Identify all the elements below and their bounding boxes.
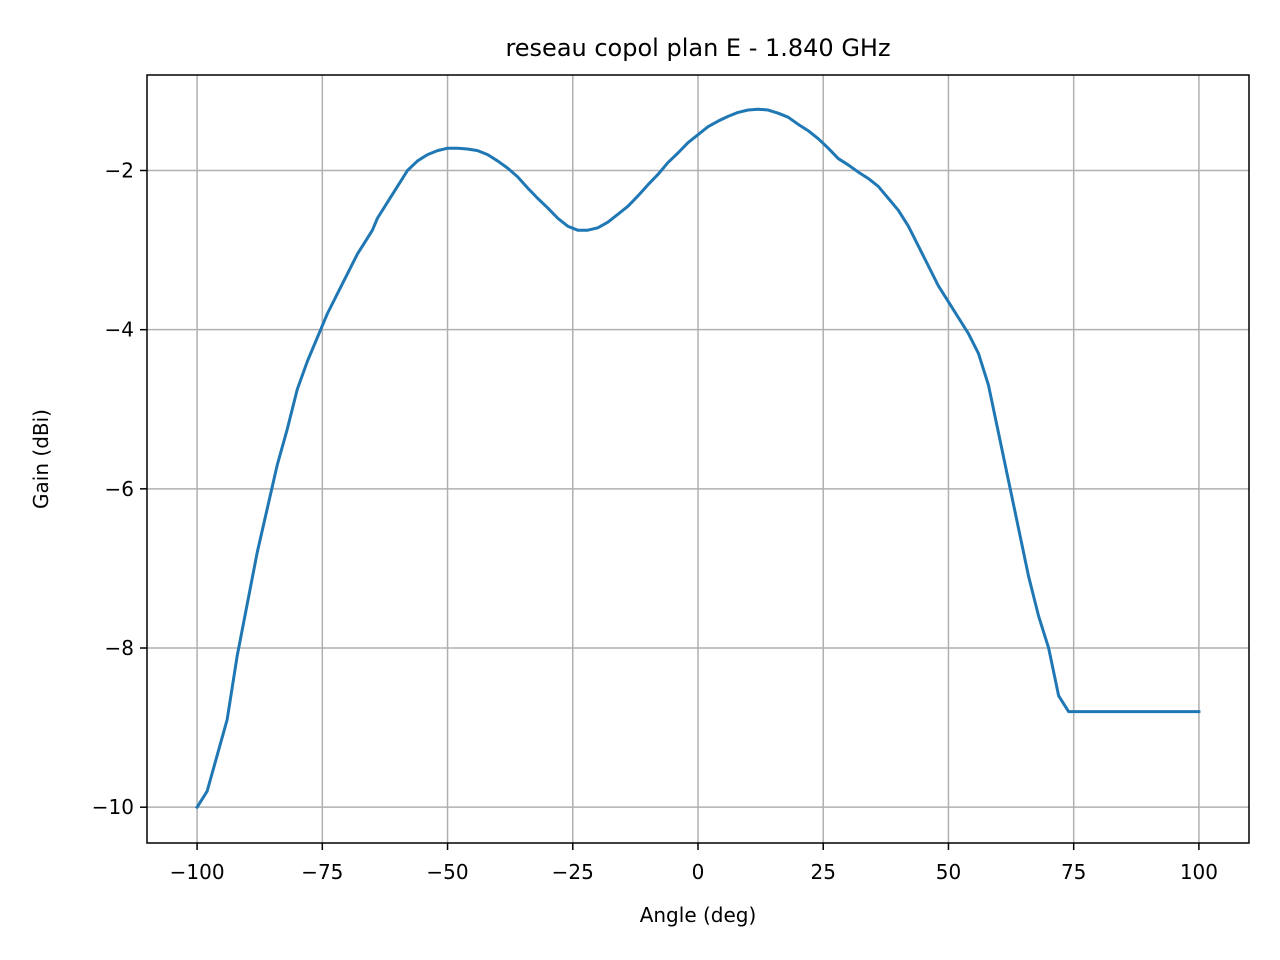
x-axis-label: Angle (deg)	[640, 903, 757, 927]
y-axis: −10 −8 −6 −4 −2	[92, 159, 147, 819]
y-tick-label: −10	[92, 795, 134, 819]
y-tick-label: −4	[105, 318, 134, 342]
y-tick-label: −6	[105, 477, 134, 501]
y-tick-label: −8	[105, 636, 134, 660]
x-axis: −100 −75 −50 −25 0 25 50 75 100	[170, 843, 1218, 884]
x-tick-label: −50	[426, 860, 468, 884]
plot-area	[195, 107, 1201, 810]
x-tick-label: 100	[1180, 860, 1218, 884]
x-tick-label: 75	[1061, 860, 1086, 884]
x-tick-label: −75	[301, 860, 343, 884]
x-tick-label: −100	[170, 860, 225, 884]
y-axis-label: Gain (dBi)	[29, 409, 53, 509]
x-tick-label: 25	[811, 860, 836, 884]
x-tick-label: −25	[552, 860, 594, 884]
chart-title: reseau copol plan E - 1.840 GHz	[505, 34, 890, 62]
x-tick-label: 0	[692, 860, 705, 884]
y-tick-label: −2	[105, 159, 134, 183]
x-tick-label: 50	[936, 860, 961, 884]
gridlines	[147, 75, 1249, 843]
series-line	[195, 107, 1201, 810]
